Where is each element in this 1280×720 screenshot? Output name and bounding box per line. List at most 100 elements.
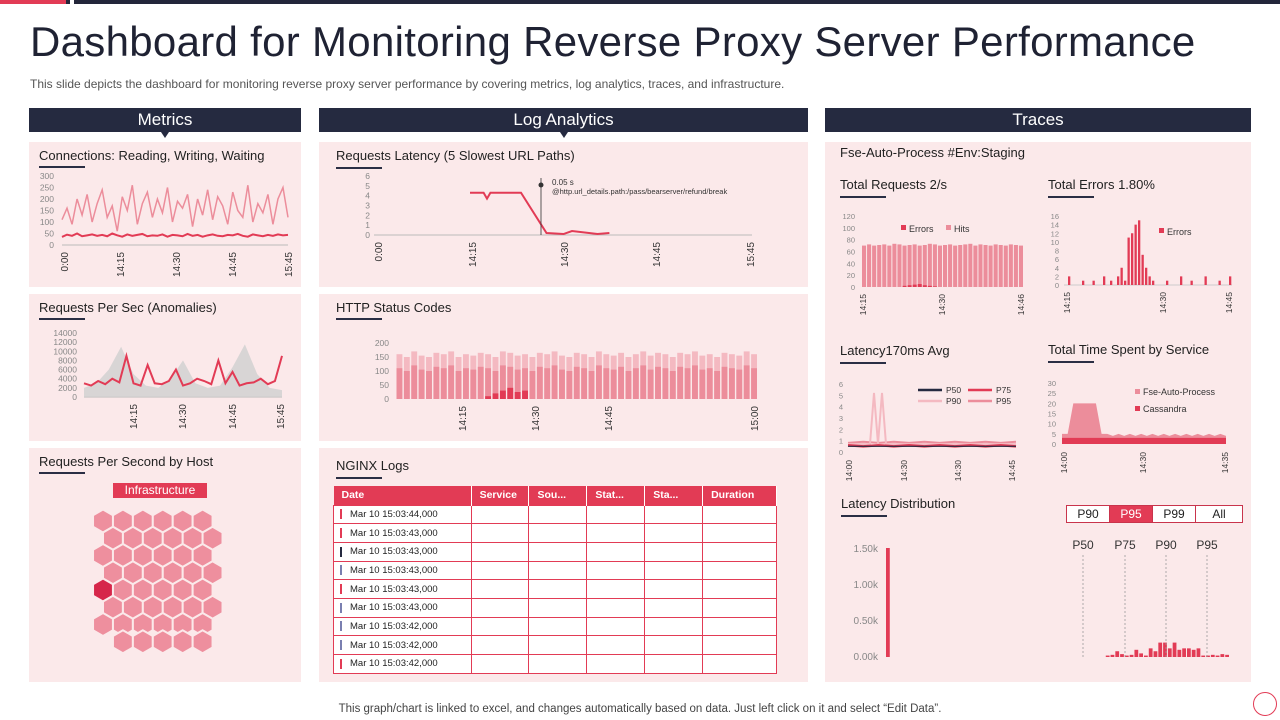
total-errors-bar (1127, 237, 1130, 285)
table-row[interactable]: Mar 10 15:03:43,000 (333, 579, 777, 599)
http-bar-s1 (529, 371, 536, 399)
host-hexagon (171, 629, 194, 655)
latency-dist-ytick: 0.00k (854, 652, 879, 663)
table-row[interactable]: Mar 10 15:03:44,000 (333, 504, 777, 525)
total-requests-ytick: 0 (851, 283, 855, 292)
total-errors-bar (1124, 280, 1127, 285)
table-header-1[interactable]: Service (471, 486, 530, 505)
table-header-3[interactable]: Stat... (586, 486, 646, 505)
total-errors-bar (1134, 224, 1137, 285)
panel-traces (825, 142, 1251, 682)
percentile-tabs: P90 P95 P99 All (1066, 505, 1243, 523)
rps-anomaly-band (84, 344, 282, 397)
title-underline (840, 196, 886, 198)
table-row[interactable]: Mar 10 15:03:42,000 (333, 654, 777, 674)
table-row[interactable]: Mar 10 15:03:43,000 (333, 597, 777, 618)
latency-avg-p95 (847, 440, 1017, 444)
table-cell (702, 597, 777, 618)
host-hexagon (191, 629, 214, 655)
table-cell-date: Mar 10 15:03:43,000 (333, 597, 472, 618)
title-underline (39, 166, 85, 168)
latency-slowest-ytick: 4 (365, 191, 370, 201)
latency-dist-bar (1177, 649, 1182, 657)
table-cell (470, 579, 530, 599)
rps-xtick: 14:15 (129, 404, 140, 429)
total-errors-ytick: 4 (1055, 264, 1059, 273)
top-bar (0, 0, 1280, 4)
total-errors-bar (1180, 276, 1183, 285)
total-errors-bar (1117, 276, 1120, 285)
table-row[interactable]: Mar 10 15:03:43,000 (333, 541, 777, 562)
latency-dist-p75-label: P75 (1114, 538, 1136, 552)
panel-latency-slowest-title: Requests Latency (5 Slowest URL Paths) (336, 148, 575, 163)
total-requests-bar (993, 244, 998, 287)
total-requests-bar (978, 244, 983, 287)
http-bar-s1 (426, 371, 432, 399)
latency-avg-ytick: 1 (839, 437, 843, 446)
table-header-0[interactable]: Date (333, 486, 472, 505)
table-row[interactable]: Mar 10 15:03:42,000 (333, 616, 777, 637)
latency-dist-bar (1225, 654, 1229, 657)
latency-slowest-xtick: 14:45 (652, 242, 663, 267)
footer-note: This graph/chart is linked to excel, and… (338, 703, 942, 715)
nginx-logs-table: Date Service Sou... Stat... Sta... Duration M… (333, 486, 777, 674)
latency-dist-bar (1129, 654, 1134, 657)
latency-avg-xtick: 14:45 (1007, 460, 1017, 482)
row-date: Mar 10 15:03:42,000 (350, 658, 438, 670)
http-bar-s1 (581, 368, 588, 399)
total-requests-bar (988, 245, 993, 287)
title-underline (336, 167, 382, 169)
title-underline (840, 362, 886, 364)
total-requests-bar (922, 244, 927, 287)
connections-ytick: 100 (40, 217, 54, 227)
latency-dist-ytick: 1.00k (854, 580, 879, 591)
table-row[interactable]: Mar 10 15:03:43,000 (333, 560, 777, 581)
tab-p99[interactable]: P99 (1153, 506, 1196, 522)
http-bar-s2 (485, 396, 492, 399)
table-cell (470, 560, 530, 581)
table-cell (702, 560, 777, 581)
infrastructure-badge: Infrastructure (113, 483, 207, 498)
total-requests-bar (912, 244, 917, 287)
total-requests-bar (998, 244, 1003, 287)
section-log-analytics-label: Log Analytics (513, 110, 614, 129)
tab-p95[interactable]: P95 (1110, 506, 1153, 522)
http-bar-s1 (411, 365, 418, 399)
http-bar-s1 (403, 371, 410, 399)
tab-p90[interactable]: P90 (1067, 506, 1110, 522)
http-bar-s1 (499, 365, 506, 399)
http-bar-s1 (684, 368, 691, 399)
title-underline (39, 318, 85, 320)
http-bar-s1 (706, 368, 713, 399)
table-row[interactable]: Mar 10 15:03:42,000 (333, 635, 777, 655)
table-header-2[interactable]: Sou... (528, 486, 588, 505)
connections-xtick: 14:45 (228, 252, 239, 277)
legend-cassandra-label: Cassandra (1143, 404, 1187, 414)
table-cell (644, 560, 704, 581)
table-header-5[interactable]: Duration (702, 486, 777, 505)
total-requests-bar (1013, 244, 1018, 287)
connections-xtick: 14:15 (116, 252, 127, 277)
http-ytick: 150 (375, 352, 389, 362)
http-bar-s1 (462, 368, 469, 399)
rps-ytick: 14000 (53, 328, 77, 338)
tab-all[interactable]: All (1196, 506, 1242, 522)
row-date: Mar 10 15:03:43,000 (350, 583, 438, 595)
host-hexagon (131, 629, 154, 655)
total-requests-bar (968, 243, 973, 287)
total-requests-error-bar (922, 285, 927, 287)
table-cell-date: Mar 10 15:03:43,000 (333, 579, 472, 599)
latency-dist-bar (1134, 649, 1139, 657)
table-header-4[interactable]: Sta... (644, 486, 704, 505)
http-bar-s1 (662, 368, 669, 399)
total-errors-bar (1092, 280, 1095, 285)
connections-ytick: 50 (45, 229, 55, 239)
http-bar-s1 (477, 366, 484, 399)
table-cell (528, 579, 588, 599)
http-bar-s2 (507, 387, 514, 399)
table-cell (528, 541, 588, 562)
total-errors-bar (1138, 220, 1141, 285)
http-xtick: 14:30 (531, 406, 542, 431)
http-bar-s1 (492, 371, 499, 399)
total-requests-bar (927, 243, 932, 287)
